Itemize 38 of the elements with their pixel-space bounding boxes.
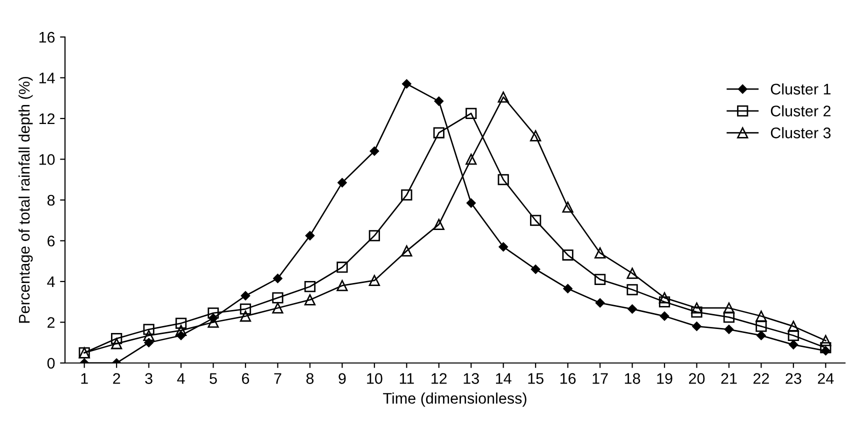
x-tick-label: 2 (113, 373, 120, 384)
x-tick-label: 24 (818, 373, 834, 384)
x-tick-label: 6 (242, 373, 250, 384)
x-tick-label: 5 (210, 373, 217, 384)
legend-label: Cluster 3 (770, 127, 831, 138)
x-tick-label: 14 (496, 373, 512, 384)
y-tick-label: 8 (47, 194, 55, 206)
x-tick-label: 17 (592, 373, 608, 384)
x-tick-label: 21 (721, 373, 737, 384)
x-tick-label: 19 (657, 373, 672, 384)
x-tick-label: 8 (306, 373, 314, 384)
y-tick-label: 4 (47, 276, 55, 288)
y-tick-label: 2 (48, 317, 55, 328)
x-tick-label: 20 (689, 373, 705, 384)
y-tick-label: 16 (39, 32, 55, 43)
x-tick-label: 3 (145, 373, 152, 384)
legend-label: Cluster 2 (770, 105, 830, 116)
x-tick-label: 13 (464, 373, 479, 384)
x-tick-label: 11 (400, 373, 414, 384)
x-tick-label: 22 (753, 373, 769, 384)
y-tick-label: 14 (39, 72, 55, 84)
x-tick-label: 12 (432, 373, 447, 384)
y-tick-label: 10 (39, 154, 55, 165)
y-tick-label: 12 (39, 113, 55, 124)
y-tick-label: 0 (47, 358, 55, 369)
x-tick-label: 1 (81, 373, 88, 384)
x-tick-label: 16 (560, 373, 576, 384)
x-tick-label: 7 (274, 373, 282, 384)
x-tick-label: 9 (338, 373, 346, 384)
x-axis-title: Time (dimensionless) (383, 392, 526, 407)
x-tick-label: 10 (367, 373, 382, 384)
y-tick-label: 6 (48, 236, 55, 246)
x-tick-label: 18 (624, 373, 640, 384)
legend-label: Cluster 1 (770, 83, 831, 95)
x-tick-label: 4 (177, 373, 185, 384)
x-tick-label: 15 (528, 373, 544, 384)
x-tick-label: 23 (786, 373, 802, 384)
y-axis-title: Percentage of total rainfall depth (%) (18, 76, 33, 323)
